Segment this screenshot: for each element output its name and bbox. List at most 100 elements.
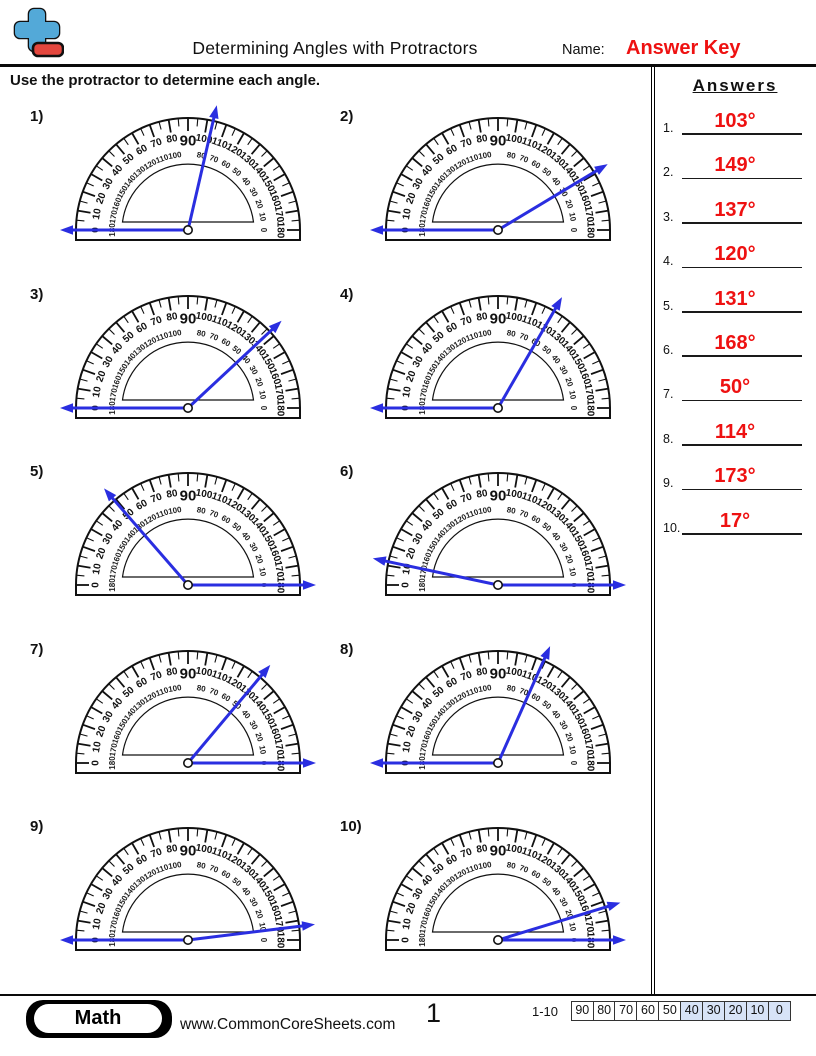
- protractor-figure: 0102030405060708090100110120130140150160…: [48, 812, 328, 971]
- svg-text:110: 110: [210, 136, 229, 152]
- svg-text:10: 10: [567, 212, 578, 223]
- svg-text:80: 80: [506, 683, 517, 694]
- protractor-outline: [75, 117, 301, 241]
- score-cell: 60: [636, 1001, 660, 1021]
- svg-text:160: 160: [266, 366, 282, 386]
- svg-text:90: 90: [490, 132, 507, 149]
- svg-text:30: 30: [411, 886, 426, 902]
- angle-ray-arrowhead: [60, 225, 73, 235]
- angle-ray-arrowhead: [370, 757, 383, 768]
- svg-text:160: 160: [110, 728, 123, 744]
- svg-text:60: 60: [134, 675, 150, 690]
- svg-text:170: 170: [272, 205, 286, 224]
- angle-ray-arrowhead: [104, 488, 117, 502]
- svg-text:20: 20: [404, 901, 418, 916]
- answer-item: 9. 173°: [658, 452, 812, 494]
- svg-text:60: 60: [134, 853, 150, 868]
- answer-item: 3. 137°: [658, 186, 812, 228]
- angle-ray: [187, 924, 305, 942]
- svg-text:90: 90: [490, 842, 507, 859]
- score-cell: 20: [723, 1001, 748, 1021]
- svg-text:10: 10: [567, 389, 578, 400]
- problem-number-label: 10): [340, 818, 362, 835]
- score-cell: 0: [767, 1001, 791, 1021]
- answer-key-value: Answer Key: [626, 37, 741, 59]
- svg-text:160: 160: [420, 373, 433, 389]
- protractor-figure: 0102030405060708090100110120130140150160…: [48, 102, 328, 261]
- angle-ray: [496, 654, 547, 764]
- svg-text:0: 0: [91, 582, 102, 588]
- svg-text:20: 20: [404, 191, 418, 206]
- score-cell: 30: [702, 1001, 726, 1021]
- answer-number: 4.: [663, 254, 674, 269]
- svg-text:20: 20: [404, 724, 418, 739]
- svg-text:10: 10: [257, 922, 268, 933]
- subject-badge-label: Math: [34, 1004, 162, 1033]
- svg-text:20: 20: [563, 198, 575, 210]
- answer-blank-line: [682, 399, 802, 402]
- problem-cell: 5) 0 10 20 30 40 50 60 70 80 90 100 110 120 130 140 150 1…: [22, 455, 332, 633]
- svg-text:100: 100: [477, 327, 492, 338]
- answer-value: 131°: [714, 287, 756, 310]
- svg-text:10: 10: [257, 567, 268, 578]
- svg-text:160: 160: [420, 196, 433, 212]
- protractor-inner-arc: [121, 341, 255, 401]
- svg-text:10: 10: [257, 389, 268, 400]
- svg-text:70: 70: [208, 686, 220, 698]
- svg-text:160: 160: [110, 551, 123, 567]
- svg-text:10: 10: [401, 385, 414, 398]
- svg-text:110: 110: [464, 685, 480, 698]
- svg-text:70: 70: [208, 331, 220, 343]
- svg-text:0: 0: [259, 938, 268, 943]
- answer-item: 6. 168°: [658, 319, 812, 361]
- svg-text:80: 80: [506, 150, 517, 161]
- protractor-inner-arc: [431, 163, 565, 223]
- angle-ray-arrowhead: [613, 580, 626, 590]
- protractor-outline: [385, 649, 611, 774]
- answer-number: 3.: [663, 209, 674, 224]
- svg-text:70: 70: [149, 491, 164, 505]
- angle-ray-arrowhead: [370, 225, 383, 235]
- svg-text:80: 80: [476, 133, 489, 146]
- svg-text:110: 110: [154, 152, 170, 165]
- score-cell: 50: [658, 1001, 682, 1021]
- svg-text:110: 110: [520, 491, 539, 507]
- svg-text:80: 80: [196, 328, 207, 339]
- svg-text:60: 60: [444, 143, 460, 158]
- problem-cell: 10) 0 10 20 30 40 50 60 70 80 90 100 110 120 130 140 150…: [332, 810, 642, 988]
- svg-text:170: 170: [108, 741, 119, 756]
- protractor-outline: [75, 294, 301, 419]
- svg-text:170: 170: [582, 382, 596, 401]
- protractor-origin-ring: [183, 757, 194, 768]
- svg-text:10: 10: [91, 740, 104, 753]
- answer-item: 2. 149°: [658, 141, 812, 183]
- svg-text:110: 110: [464, 507, 480, 520]
- answer-number: 8.: [663, 431, 674, 446]
- score-table: 90 80 70 60 50 40 30 20 10 0: [570, 1001, 791, 1021]
- angle-ray: [110, 495, 190, 586]
- protractor-origin-ring: [493, 225, 504, 236]
- protractor-outline: [385, 294, 611, 419]
- svg-text:110: 110: [154, 507, 170, 520]
- svg-text:0: 0: [259, 405, 268, 410]
- minus-bar-icon: [31, 41, 64, 58]
- svg-text:90: 90: [490, 310, 507, 327]
- svg-text:10: 10: [401, 740, 414, 753]
- svg-text:160: 160: [576, 721, 592, 741]
- svg-text:110: 110: [520, 136, 539, 152]
- svg-text:90: 90: [180, 665, 197, 682]
- protractor-origin-ring: [183, 402, 194, 413]
- svg-text:80: 80: [196, 683, 207, 694]
- angle-ray-arrowhead: [301, 921, 315, 931]
- svg-text:10: 10: [567, 567, 578, 578]
- svg-text:20: 20: [94, 191, 108, 206]
- svg-text:110: 110: [154, 685, 170, 698]
- svg-text:80: 80: [476, 310, 489, 323]
- problem-cell: 4)01020304050607080901001101201301401501…: [332, 278, 642, 456]
- svg-text:30: 30: [411, 354, 426, 370]
- svg-text:20: 20: [404, 546, 418, 561]
- svg-text:70: 70: [459, 314, 474, 328]
